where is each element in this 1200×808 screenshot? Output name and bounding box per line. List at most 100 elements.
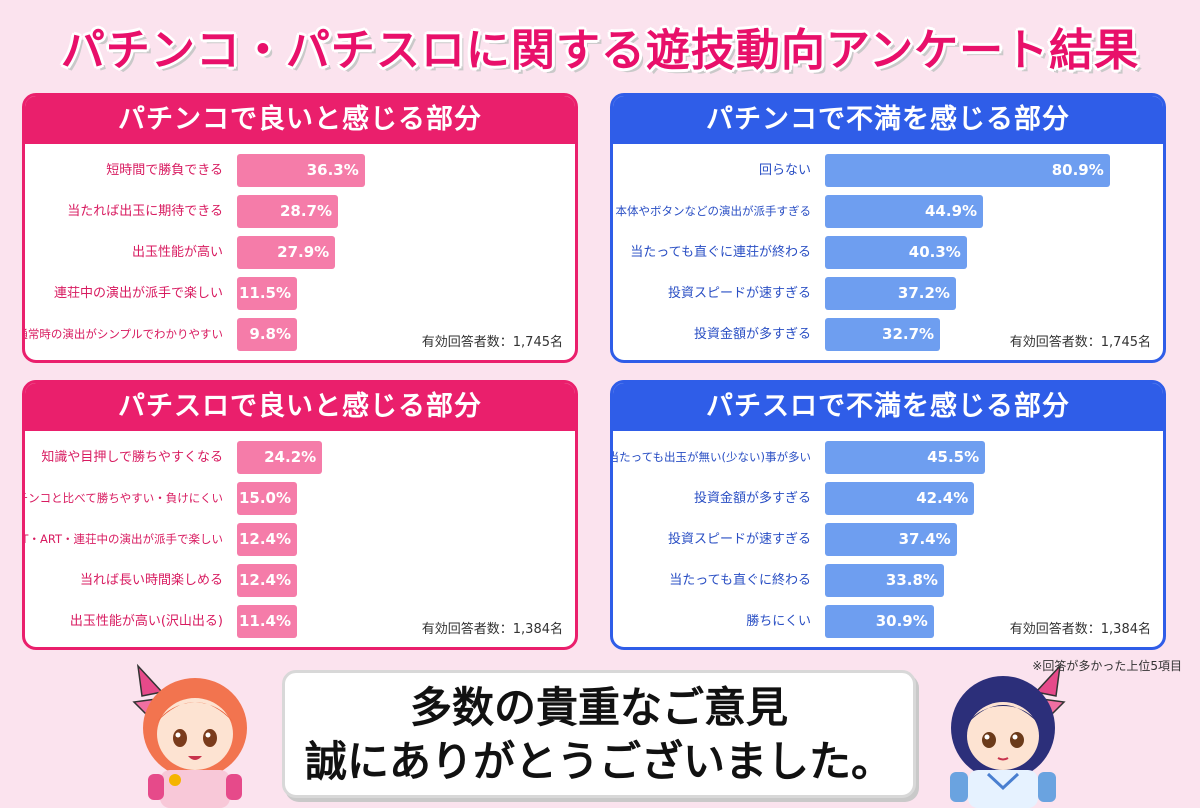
bar: 11.5% [237,277,297,310]
right-character-illustration [950,663,1066,808]
thanks-message-box: 多数の貴重なご意見 誠にありがとうございました。 [282,670,916,798]
panel-title: パチスロで良いと感じる部分 [25,383,575,431]
bar-row: 当たれば出玉に期待できる 28.7% [25,195,575,236]
bar: 44.9% [825,195,984,228]
bar-value-label: 42.4% [916,489,969,507]
bar-list: 短時間で勝負できる 36.3% 当たれば出玉に期待できる 28.7% 出玉性能が高い 27… [25,154,575,359]
bar-value-label: 27.9% [277,243,330,261]
bar-row: 短時間で勝負できる 36.3% [25,154,575,195]
bar: 37.2% [825,277,956,310]
bar-row: パチンコと比べて勝ちやすい・負けにくい 15.0% [25,482,575,523]
bar: 11.4% [237,605,297,638]
category-label: パチンコと比べて勝ちやすい・負けにくい [22,491,223,505]
respondent-count: 有効回答者数：1,384名 [421,622,563,637]
bar-row: 当たっても直ぐに連荘が終わる 40.3% [613,236,1163,277]
category-label: 当たっても直ぐに終わる [669,573,811,588]
bar-row: 出玉性能が高い(沢山出る) 11.4% [25,605,575,646]
category-label: 回らない [758,163,811,178]
category-label: 当たっても直ぐに連荘が終わる [630,245,811,260]
panel-pachinko-complaints: パチンコで不満を感じる部分 回らない 80.9% 本体やボタンなどの演出が派手すぎる… [610,93,1166,363]
bar-value-label: 44.9% [925,202,978,220]
bar-row: 当たっても出玉が無い(少ない)事が多い 45.5% [613,441,1163,482]
bar-row: AT・ART・連荘中の演出が派手で楽しい 12.4% [25,523,575,564]
category-label: 知識や目押しで勝ちやすくなる [41,450,223,465]
bar-value-label: 12.4% [238,530,291,548]
category-label: 当れば長い時間楽しめる [79,573,223,588]
bar: 37.4% [825,523,957,556]
footnote: ※回答が多かった上位5項目 [1032,659,1182,673]
bar: 15.0% [237,482,297,515]
bar: 12.4% [237,564,297,597]
category-label: 短時間で勝負できる [106,163,223,178]
left-character-illustration [132,663,247,808]
bar: 32.7% [825,318,941,351]
bar-value-label: 11.4% [238,612,291,630]
category-label: 当たれば出玉に期待できる [67,204,223,219]
bar: 12.4% [237,523,297,556]
bar-row: 投資スピードが速すぎる 37.2% [613,277,1163,318]
bar-row: 回らない 80.9% [613,154,1163,195]
panel-pachinko-good: パチンコで良いと感じる部分 短時間で勝負できる 36.3% 当たれば出玉に期待できる… [22,93,578,363]
bar-value-label: 15.0% [238,489,291,507]
bar-value-label: 32.7% [882,325,935,343]
panel-title: パチンコで良いと感じる部分 [25,96,575,144]
bar-value-label: 33.8% [885,571,938,589]
category-label: 勝ちにくい [746,614,811,629]
bar-value-label: 28.7% [279,202,333,220]
category-label: 投資金額が多すぎる [693,327,811,342]
bar: 27.9% [237,236,336,269]
bar: 40.3% [825,236,967,269]
bar-row: 本体やボタンなどの演出が派手すぎる 44.9% [613,195,1163,236]
category-label: 出玉性能が高い [131,245,223,260]
respondent-count: 有効回答者数：1,384名 [1009,622,1151,637]
bar-list: 知識や目押しで勝ちやすくなる 24.2% パチンコと比べて勝ちやすい・負けにくい 15… [25,441,575,646]
bar-value-label: 37.4% [898,530,951,548]
panel-pachislot-complaints: パチスロで不満を感じる部分 当たっても出玉が無い(少ない)事が多い 45.5% 投資… [610,380,1166,650]
bar: 28.7% [237,195,339,228]
bar-value-label: 36.3% [306,161,359,179]
bar-row: 投資スピードが速すぎる 37.4% [613,523,1163,564]
category-label: 投資金額が多すぎる [693,491,811,506]
bar-row: 通常時の演出がシンプルでわかりやすい 9.8% [25,318,575,359]
bar-list: 回らない 80.9% 本体やボタンなどの演出が派手すぎる 44.9% 当たっても直ぐに連… [613,154,1163,359]
bar-value-label: 40.3% [908,243,961,261]
bar-value-label: 30.9% [875,612,928,630]
thanks-line-1: 多数の貴重なご意見 [409,683,788,732]
panel-pachislot-good: パチスロで良いと感じる部分 知識や目押しで勝ちやすくなる 24.2% パチンコと比べ… [22,380,578,650]
bar: 30.9% [825,605,934,638]
bar-value-label: 12.4% [238,571,291,589]
bar: 36.3% [237,154,365,187]
panel-title: パチスロで不満を感じる部分 [613,383,1163,431]
respondent-count: 有効回答者数：1,745名 [421,335,563,350]
category-label: 本体やボタンなどの演出が派手すぎる [615,204,812,218]
panel-title: パチンコで不満を感じる部分 [613,96,1163,144]
bar-list: 当たっても出玉が無い(少ない)事が多い 45.5% 投資金額が多すぎる 42.4% 投資… [613,441,1163,646]
bar: 24.2% [237,441,323,474]
bar: 33.8% [825,564,944,597]
bar: 42.4% [825,482,975,515]
category-label: 当たっても出玉が無い(少ない)事が多い [610,450,811,464]
bar: 45.5% [825,441,986,474]
bar-row: 当たっても直ぐに終わる 33.8% [613,564,1163,605]
bar-row: 出玉性能が高い 27.9% [25,236,575,277]
bar-value-label: 45.5% [927,448,980,466]
bar-row: 投資金額が多すぎる 42.4% [613,482,1163,523]
bar-value-label: 9.8% [249,325,291,343]
category-label: 投資スピードが速すぎる [667,532,811,547]
bar: 9.8% [237,318,297,351]
category-label: 投資スピードが速すぎる [667,286,811,301]
bar-value-label: 37.2% [897,284,950,302]
bar-value-label: 24.2% [264,448,317,466]
category-label: 通常時の演出がシンプルでわかりやすい [22,327,223,341]
respondent-count: 有効回答者数：1,745名 [1009,335,1151,350]
bar-row: 連荘中の演出が派手で楽しい 11.5% [25,277,575,318]
category-label: 出玉性能が高い(沢山出る) [69,614,223,629]
bar-row: 当れば長い時間楽しめる 12.4% [25,564,575,605]
category-label: AT・ART・連荘中の演出が派手で楽しい [22,532,223,546]
bar: 80.9% [825,154,1110,187]
bar-row: 知識や目押しで勝ちやすくなる 24.2% [25,441,575,482]
thanks-line-2: 誠にありがとうございました。 [304,737,893,786]
page-title: パチンコ・パチスロに関する遊技動向アンケート結果 [60,25,1140,76]
bar-row: 勝ちにくい 30.9% [613,605,1163,646]
bar-value-label: 11.5% [238,284,291,302]
